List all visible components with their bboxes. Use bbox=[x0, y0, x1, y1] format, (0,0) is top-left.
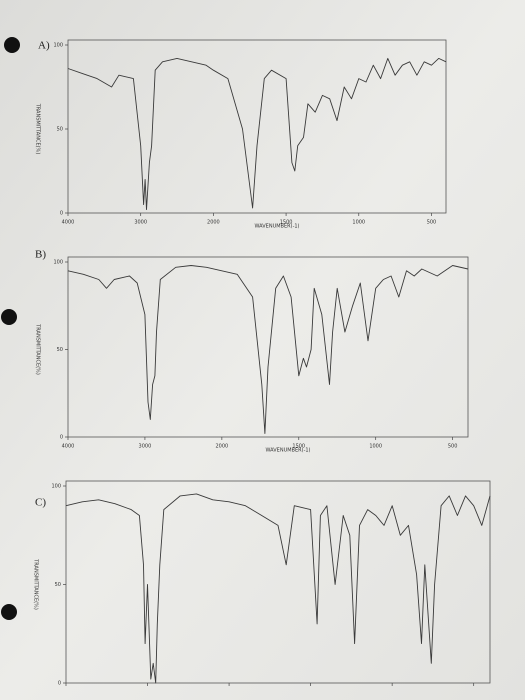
x-tick-label: 4000 bbox=[62, 220, 75, 226]
x-tick-label: 500 bbox=[448, 444, 458, 450]
panel-label: B) bbox=[35, 249, 46, 261]
y-tick-label: 0 bbox=[60, 211, 63, 217]
spectrum-line bbox=[67, 57, 447, 211]
x-tick-label: 500 bbox=[427, 220, 437, 226]
x-tick-label: 2000 bbox=[207, 220, 220, 226]
punch-hole bbox=[1, 309, 17, 325]
y-tick-label: 50 bbox=[57, 347, 63, 353]
x-tick-label: 3000 bbox=[139, 444, 152, 450]
x-tick-label: 1500 bbox=[292, 444, 305, 450]
x-axis-label: WAVENUMBER(-1) bbox=[254, 224, 299, 230]
x-tick-label: 3000 bbox=[134, 220, 147, 226]
x-axis-label: WAVENUMBER(-1) bbox=[265, 448, 310, 454]
y-tick-label: 50 bbox=[57, 127, 63, 133]
y-tick-label: 0 bbox=[60, 435, 63, 441]
spectrum-line bbox=[67, 265, 469, 434]
y-axis-label: TRANSMITTANCE(%) bbox=[35, 323, 41, 375]
plot-frame bbox=[67, 256, 469, 438]
y-tick-label: 50 bbox=[55, 582, 61, 588]
panel-label: C) bbox=[35, 497, 46, 509]
x-tick-label: 1500 bbox=[280, 220, 293, 226]
y-tick-label: 100 bbox=[53, 43, 63, 49]
y-axis-label: TRANSMITTANCE(%) bbox=[33, 558, 39, 610]
x-tick-label: 4000 bbox=[62, 444, 75, 450]
x-tick-label: 1000 bbox=[352, 220, 365, 226]
punch-hole bbox=[1, 604, 17, 620]
spectrum-line bbox=[65, 493, 491, 684]
y-axis-label: TRANSMITTANCE(%) bbox=[35, 103, 41, 155]
y-tick-label: 0 bbox=[58, 681, 61, 687]
y-tick-label: 100 bbox=[51, 484, 61, 490]
punch-hole bbox=[4, 37, 20, 53]
x-tick-label: 1000 bbox=[369, 444, 382, 450]
plot-frame bbox=[65, 480, 491, 684]
x-tick-label: 2000 bbox=[215, 444, 228, 450]
plot-frame bbox=[67, 39, 447, 214]
panel-label: A) bbox=[38, 40, 50, 52]
y-tick-label: 100 bbox=[53, 260, 63, 266]
